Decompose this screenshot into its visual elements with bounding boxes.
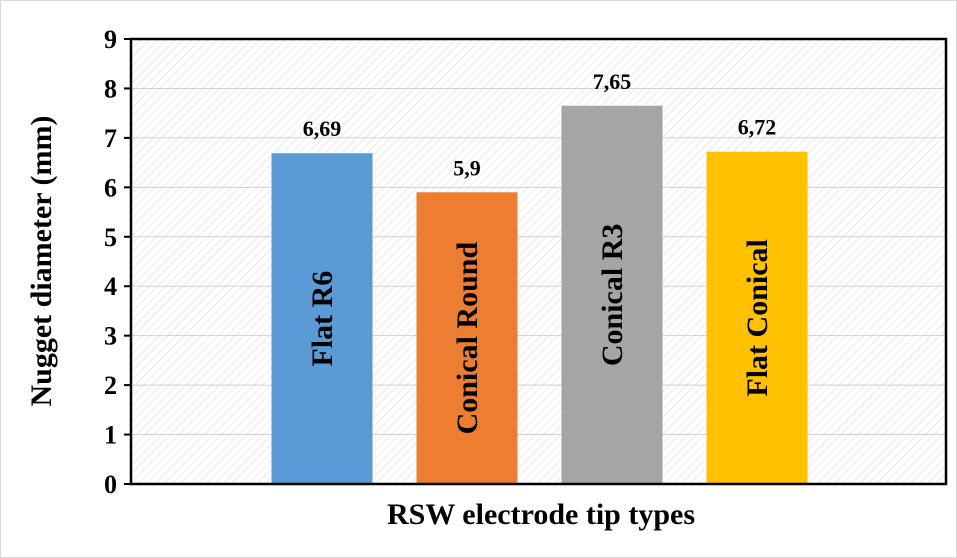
- y-axis-ticks: 0 1 2 3 4 5 6 7 8 9: [104, 25, 131, 499]
- bar-category-label: Conical R3: [596, 224, 629, 367]
- plot-area: [131, 39, 946, 484]
- bar: [416, 192, 518, 484]
- y-axis-title: Nugget diameter (mm): [25, 115, 58, 406]
- data-label: 6,69: [303, 116, 342, 141]
- y-tick-label: 8: [104, 74, 117, 103]
- bar: [706, 151, 808, 484]
- y-tick-label: 1: [104, 421, 117, 450]
- y-tick-label: 7: [104, 124, 117, 153]
- bar-category-label: Flat R6: [306, 271, 339, 367]
- data-label: 5,9: [453, 155, 481, 180]
- y-tick-label: 2: [104, 371, 117, 400]
- data-label: 7,65: [593, 69, 632, 94]
- y-tick-label: 3: [104, 322, 117, 351]
- y-tick-label: 5: [104, 223, 117, 252]
- y-tick-label: 9: [104, 25, 117, 54]
- bar-category-label: Conical Round: [451, 242, 484, 435]
- bars: 6,69 Flat R6 5,9 Conical Round 7,65 Conical R…: [271, 69, 808, 484]
- bar: [561, 105, 663, 484]
- data-label: 6,72: [738, 115, 777, 140]
- plot-border: [129, 37, 948, 486]
- y-tick-label: 0: [104, 470, 117, 499]
- y-tick-label: 6: [104, 173, 117, 202]
- bar-category-label: Flat Conical: [741, 239, 774, 397]
- gridlines: [131, 87, 946, 436]
- y-tick-label: 4: [104, 272, 117, 301]
- bar: [271, 153, 373, 484]
- x-axis-title: RSW electrode tip types: [387, 498, 695, 531]
